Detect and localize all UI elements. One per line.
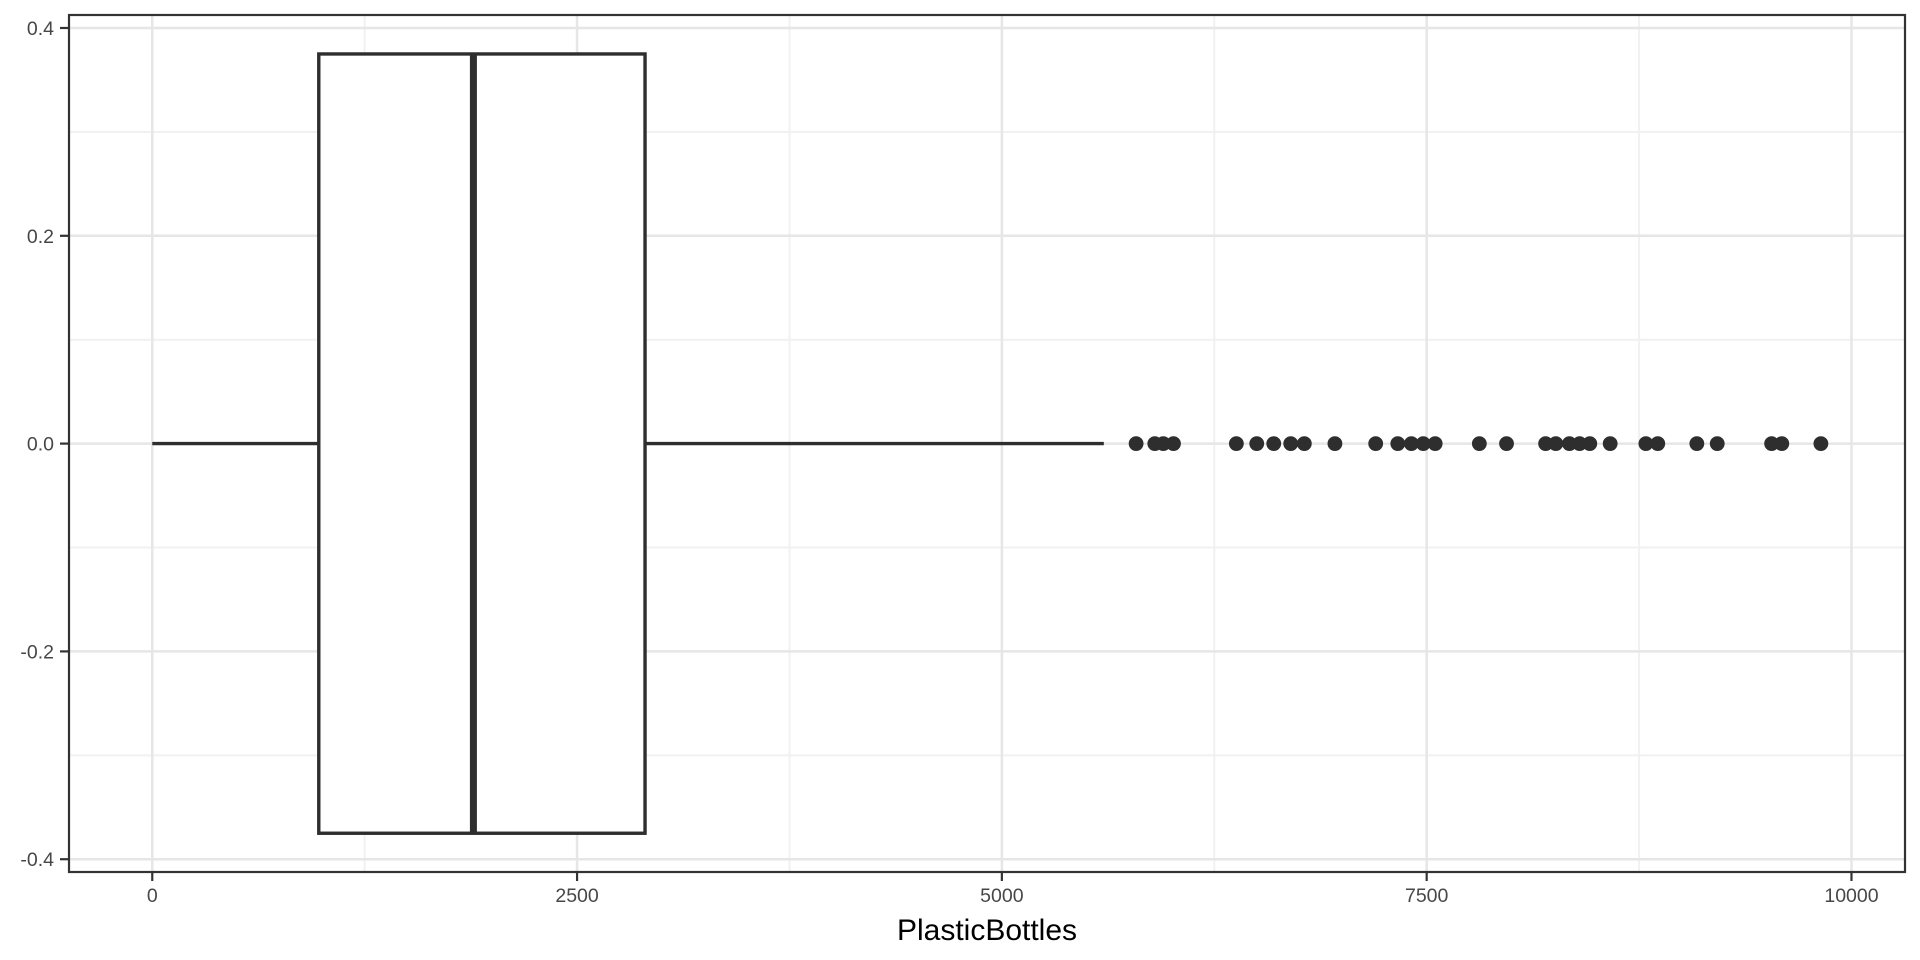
outlier-point <box>1155 436 1171 452</box>
outlier-point <box>1650 436 1666 452</box>
outlier-point <box>1689 436 1705 452</box>
x-axis-title: PlasticBottles <box>896 914 1078 947</box>
box-rect <box>317 52 647 835</box>
outlier-point <box>1638 436 1654 452</box>
y-tick-label: 0.2 <box>27 226 54 248</box>
outlier-point <box>1415 436 1431 452</box>
outlier-point <box>1249 436 1265 452</box>
outlier-point <box>1572 436 1588 452</box>
outlier-point <box>1427 436 1443 452</box>
y-tick-label: -0.4 <box>20 849 54 871</box>
outlier-point <box>1403 436 1419 452</box>
outlier-point <box>1538 436 1554 452</box>
x-tick-label: 10000 <box>1824 885 1878 907</box>
outlier-point <box>1266 436 1282 452</box>
y-tick-label: 0.4 <box>27 18 54 40</box>
outlier-point <box>1283 436 1299 452</box>
outlier-point <box>1582 436 1598 452</box>
outlier-point <box>1499 436 1514 452</box>
outlier-point <box>1709 436 1725 452</box>
outlier-point <box>1228 436 1244 452</box>
outlier-point <box>1602 436 1618 452</box>
outlier-point <box>1390 436 1406 452</box>
x-tick-label: 5000 <box>980 885 1024 907</box>
y-tick-label: -0.2 <box>20 641 54 663</box>
y-tick-label: 0.0 <box>27 434 54 456</box>
outlier-point <box>1128 436 1144 452</box>
x-tick-label: 0 <box>147 885 158 907</box>
outlier-point <box>1368 436 1384 452</box>
outlier-point <box>1764 436 1780 452</box>
outlier-point <box>1562 436 1577 452</box>
outlier-point <box>1548 436 1564 452</box>
outlier-point <box>1774 436 1790 452</box>
x-tick-label: 7500 <box>1405 885 1449 907</box>
outlier-point <box>1296 436 1312 452</box>
outlier-point <box>1327 436 1343 452</box>
outlier-point <box>1166 436 1181 452</box>
outlier-point <box>1813 436 1829 452</box>
outlier-point <box>1471 436 1487 452</box>
x-tick-label: 2500 <box>555 885 599 907</box>
